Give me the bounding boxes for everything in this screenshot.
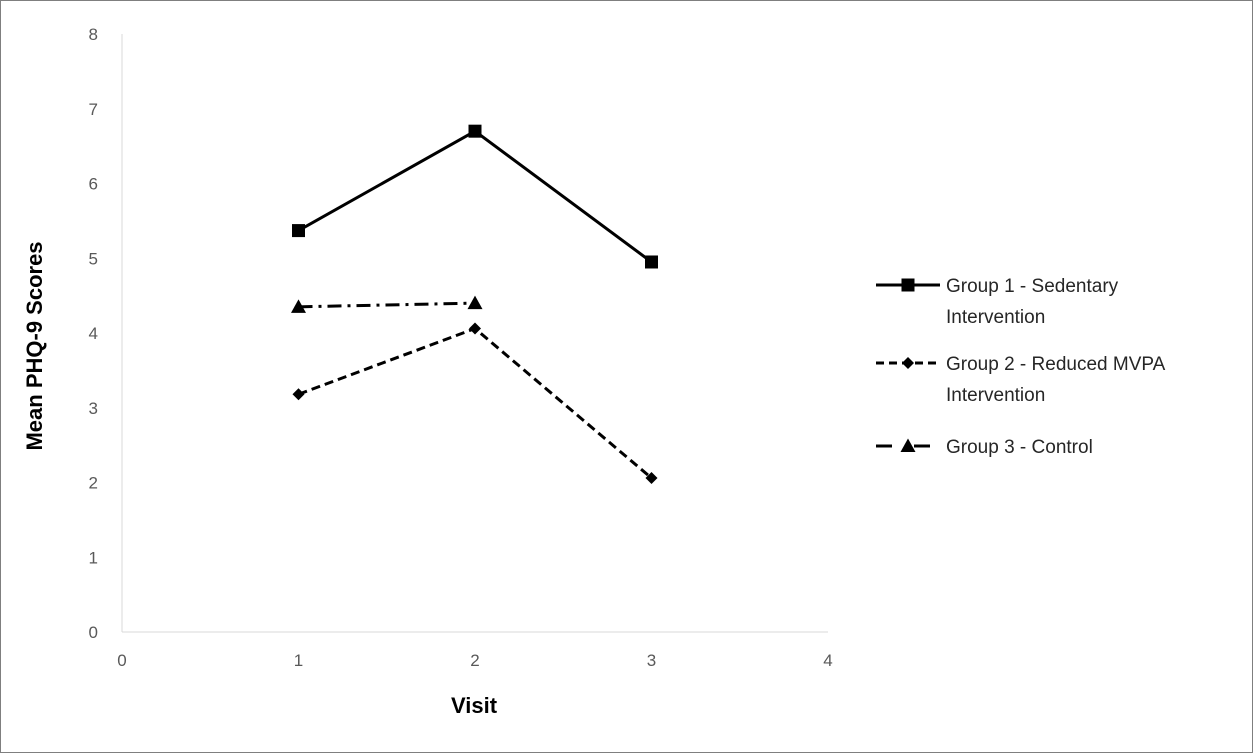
legend-label: Intervention [946,307,1045,328]
data-point [468,124,482,138]
legend-label: Group 3 - Control [946,437,1093,458]
data-point [645,255,658,269]
x-tick-label: 2 [470,651,479,670]
legend-marker [901,278,915,292]
y-tick-label: 6 [89,175,98,194]
data-point [469,322,481,335]
data-point [467,295,483,310]
x-tick-label: 0 [117,651,126,670]
plot-area: 0 1 2 3 4 5 6 7 8 0 1 2 3 4 [89,25,833,670]
y-tick-label: 4 [89,324,98,343]
y-axis-title: Mean PHQ-9 Scores [22,241,47,450]
legend-label: Group 2 - Reduced MVPA [946,354,1166,375]
legend-item-1: Group 1 - Sedentary Intervention [876,276,1119,328]
x-axis-title: Visit [451,693,498,718]
legend-label: Intervention [946,385,1045,406]
y-tick-label: 1 [89,548,98,567]
data-point [292,388,305,401]
legend-marker [900,438,916,452]
legend-item-2: Group 2 - Reduced MVPA Intervention [876,354,1166,406]
series-1 [292,124,658,269]
legend-label: Group 1 - Sedentary [946,276,1119,297]
series-3 [291,295,483,313]
series-line [298,301,476,309]
y-tick-label: 7 [89,100,98,119]
y-tick-label: 0 [89,623,98,642]
y-tick-label: 8 [89,25,98,44]
y-tick-label: 5 [89,249,98,268]
legend-item-3: Group 3 - Control [876,437,1093,458]
data-point [292,224,305,238]
x-tick-label: 3 [647,651,656,670]
series-2 [292,322,658,485]
data-point [645,472,658,485]
x-tick-label: 1 [294,651,303,670]
data-point [291,299,306,313]
x-tick-label: 4 [823,651,832,670]
y-tick-label: 3 [89,399,98,418]
y-tick-label: 2 [89,474,98,493]
legend-marker [902,357,914,369]
